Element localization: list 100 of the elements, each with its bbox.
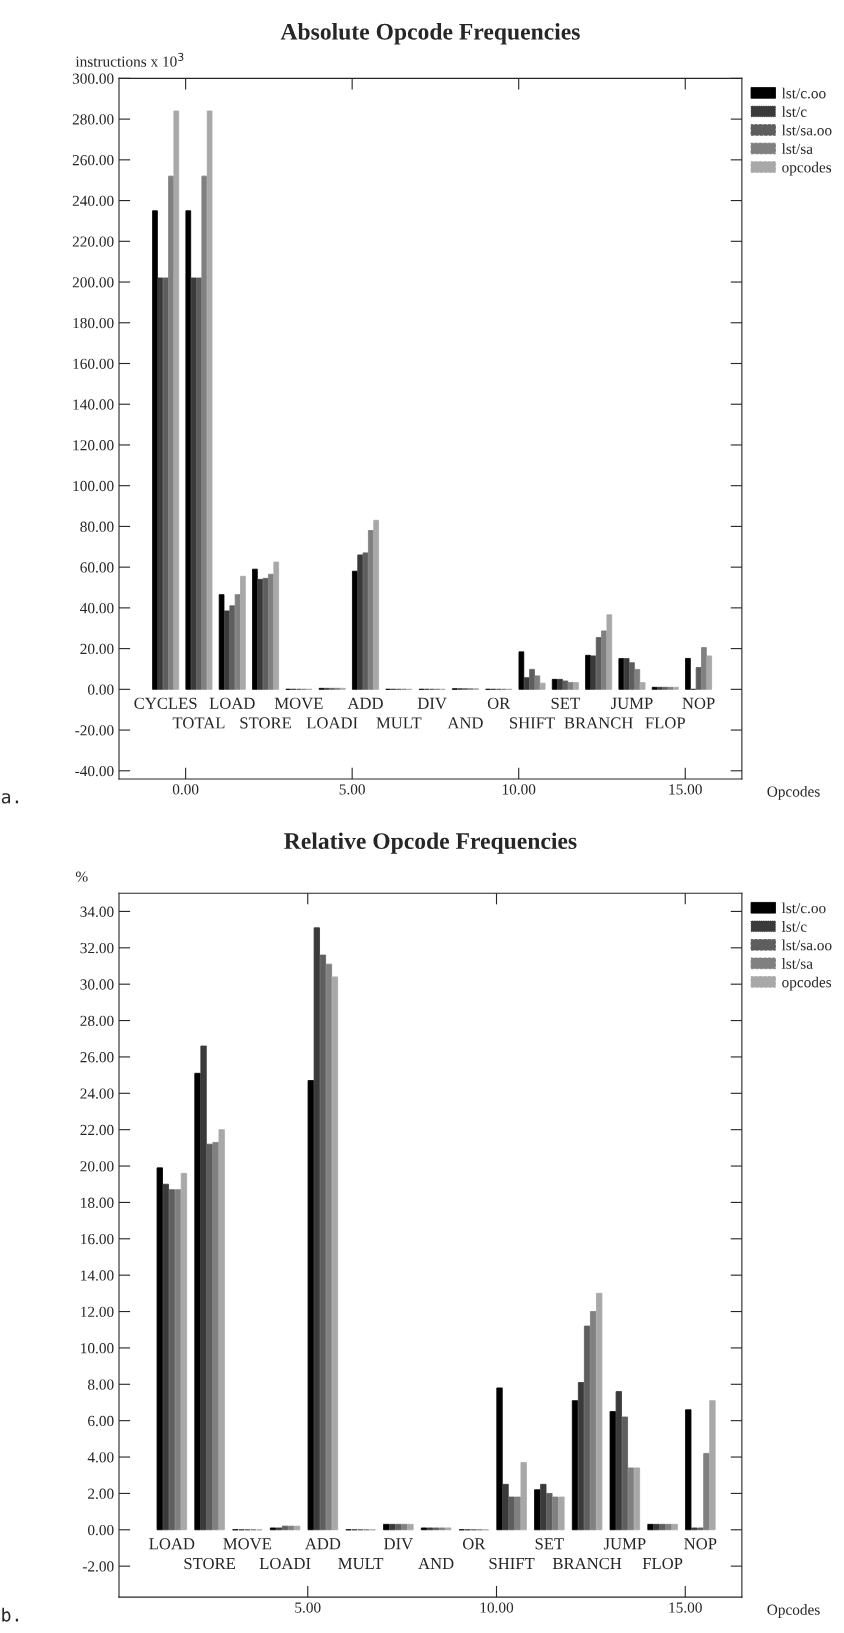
chart-title: Absolute Opcode Frequencies [280,23,580,45]
y-tick-label: 30.00 [80,979,114,990]
y-tick-label: 80.00 [80,521,114,532]
y-tick-label: 160.00 [73,358,114,370]
bar [657,686,663,690]
y-axis-title: instructions x 10$^{3}$ [75,52,184,67]
bar [618,658,625,690]
bar [152,210,158,690]
legend-label: lst/sa.oo [781,939,832,951]
bar [218,594,225,690]
y-tick-label: 120.00 [73,440,114,451]
bar [583,1325,591,1531]
y-tick-label: 22.00 [80,1124,114,1136]
bar [615,1391,622,1531]
bar [162,1183,169,1531]
bar [206,1143,213,1531]
bar [168,1189,175,1531]
y-tick-label: 40.00 [80,603,114,614]
bar [229,605,236,690]
annotation: DIV [417,697,447,710]
bar [520,1462,527,1531]
y-tick-label: 34.00 [80,906,114,917]
bar [659,1523,666,1531]
annotation: FLOP [645,717,685,729]
y-tick-label: -40.00 [75,765,114,777]
y-tick-label: 28.00 [80,1015,114,1027]
annotation: SHIFT [489,1557,535,1570]
bar [252,568,258,690]
x-tick-label: 10.00 [480,1602,514,1613]
y-tick-label: -20.00 [75,725,114,736]
chart-title: Relative Opcode Frequencies [284,832,577,854]
annotation: STORE [240,717,291,729]
legend-label: lst/c.oo [781,87,826,99]
bar [671,1523,678,1531]
annotation: OR [487,697,511,709]
y-tick-label: 240.00 [72,195,114,207]
y-tick-label: 18.00 [81,1197,114,1208]
y-tick-label: 14.00 [81,1270,114,1281]
bar [634,668,641,690]
bar [200,1045,207,1531]
bar [571,1400,579,1531]
bar [508,1496,515,1531]
legend-label: opcodes [782,161,832,176]
bar [496,1387,503,1531]
y-tick-label: 180.00 [73,317,114,329]
x-tick-label: 15.00 [669,784,702,795]
bar [590,1311,597,1531]
bar [273,561,280,690]
y-tick-label: 20.00 [80,643,114,655]
annotation: STORE [184,1557,236,1570]
legend-label: opcodes [782,976,832,991]
bar [546,1492,553,1531]
annotation: LOAD [209,697,255,709]
bar [373,519,379,690]
bar [627,1467,635,1531]
annotation: ADD [304,1538,341,1550]
bar [523,677,530,690]
annotation: OR [462,1538,486,1550]
bar [383,1523,390,1531]
bar [709,1400,716,1531]
bar [685,657,691,690]
x-axis-title: Opcodes [767,1604,820,1618]
legend-label: lst/sa [781,143,813,154]
bar [577,1382,585,1531]
bar [325,963,333,1531]
annotation: BRANCH [552,1557,622,1570]
bar [529,668,535,690]
bar [540,1483,547,1531]
legend-label: lst/c [781,106,807,117]
y-axis-title: % [75,871,88,882]
annotation: SET [551,697,580,709]
annotation: MULT [338,1558,384,1570]
y-tick-label: 6.00 [88,1415,114,1427]
bar [362,552,369,690]
bar [201,175,208,690]
y-tick-label: -2.00 [82,1561,114,1572]
y-tick-label: 26.00 [80,1052,114,1063]
bar [673,686,679,690]
bar [534,675,541,690]
x-tick-label: 5.00 [295,1602,321,1613]
y-tick-label: 0.00 [87,1524,114,1536]
x-tick-label: 10.00 [502,784,536,795]
bar [590,655,597,690]
bar [319,954,326,1531]
annotation: MOVE [223,1538,272,1550]
bar [662,686,669,690]
x-tick-label: 15.00 [669,1602,702,1613]
bar [558,1496,565,1531]
annotation: CYCLES [134,697,197,709]
annotation: AND [447,717,483,729]
y-tick-label: 2.00 [88,1488,114,1499]
bar [685,1409,692,1531]
bar [539,682,546,690]
bar [701,647,707,690]
bar [647,1523,654,1531]
bar [331,976,339,1531]
bar [194,1072,201,1531]
x-tick-label: 0.00 [172,784,199,795]
y-tick-label: 300.00 [72,73,114,84]
bar [651,686,658,690]
